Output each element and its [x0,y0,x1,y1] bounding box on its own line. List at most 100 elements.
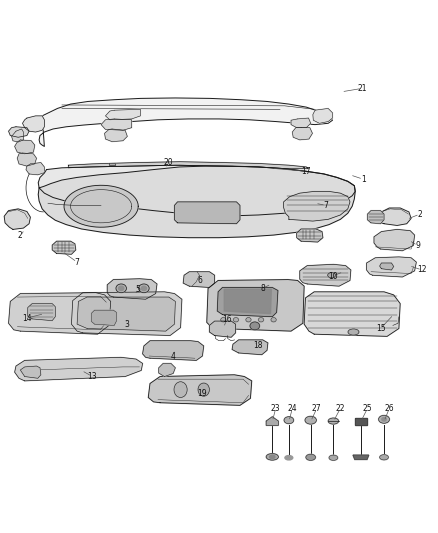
Ellipse shape [141,286,147,290]
Polygon shape [174,202,240,224]
Polygon shape [28,304,55,321]
Ellipse shape [116,284,127,293]
Polygon shape [300,264,351,286]
Polygon shape [9,127,29,138]
Polygon shape [106,109,141,120]
Text: 7: 7 [74,257,80,266]
Text: 22: 22 [336,404,345,413]
Text: 8: 8 [260,284,265,293]
Text: 9: 9 [415,241,420,250]
Polygon shape [20,366,41,378]
Text: 27: 27 [312,404,321,413]
Polygon shape [109,163,115,165]
Polygon shape [353,455,369,459]
Polygon shape [17,153,36,166]
Ellipse shape [328,272,336,278]
Text: 15: 15 [376,324,385,333]
Polygon shape [355,417,367,425]
Ellipse shape [306,454,315,461]
Polygon shape [39,98,332,147]
Polygon shape [14,140,35,154]
Polygon shape [148,375,252,405]
Text: 25: 25 [363,404,372,413]
Polygon shape [224,289,272,313]
Text: 17: 17 [301,167,311,176]
Polygon shape [12,129,23,142]
Polygon shape [367,211,384,224]
Text: 26: 26 [385,404,394,413]
Ellipse shape [139,284,149,293]
Text: 19: 19 [198,390,207,399]
Polygon shape [367,257,417,277]
Polygon shape [22,116,44,132]
Polygon shape [77,297,175,331]
Ellipse shape [328,418,339,424]
Polygon shape [26,163,44,175]
Polygon shape [107,279,157,299]
Polygon shape [143,341,204,360]
Text: 5: 5 [136,285,141,294]
Ellipse shape [329,455,338,461]
Ellipse shape [285,456,293,460]
Ellipse shape [284,417,293,424]
Polygon shape [183,272,215,287]
Polygon shape [207,280,304,331]
Polygon shape [266,417,279,425]
Text: 12: 12 [417,265,427,274]
Ellipse shape [119,286,124,290]
Text: 24: 24 [287,404,297,413]
Ellipse shape [382,417,386,421]
Text: 20: 20 [164,158,173,167]
Text: 1: 1 [361,175,365,184]
Ellipse shape [348,329,359,335]
Text: 3: 3 [125,320,130,329]
Polygon shape [313,108,332,123]
Text: 13: 13 [88,372,97,381]
Polygon shape [52,241,76,254]
Ellipse shape [271,318,276,322]
Polygon shape [38,166,355,238]
Text: 2: 2 [18,231,23,240]
Text: 18: 18 [254,342,263,351]
Polygon shape [92,310,117,326]
Polygon shape [4,209,30,229]
Ellipse shape [174,382,187,398]
Ellipse shape [246,318,251,322]
Ellipse shape [266,454,279,460]
Text: 7: 7 [324,201,328,210]
Polygon shape [71,292,182,335]
Polygon shape [14,357,143,381]
Text: 4: 4 [171,351,176,360]
Polygon shape [38,165,355,216]
Polygon shape [105,129,127,142]
Polygon shape [284,191,350,221]
Polygon shape [64,185,138,227]
Ellipse shape [305,416,316,424]
Ellipse shape [198,383,209,396]
Polygon shape [304,292,400,336]
Ellipse shape [380,455,389,460]
Text: 6: 6 [198,276,202,285]
Ellipse shape [270,455,275,458]
Polygon shape [374,229,415,251]
Polygon shape [291,118,311,128]
Polygon shape [292,128,312,140]
Polygon shape [232,340,268,354]
Polygon shape [68,161,308,169]
Text: 23: 23 [271,404,281,413]
Polygon shape [377,208,411,225]
Ellipse shape [221,318,226,322]
Ellipse shape [233,318,239,322]
Text: 21: 21 [357,84,367,93]
Ellipse shape [258,318,264,322]
Ellipse shape [250,322,260,330]
Polygon shape [101,119,132,130]
Polygon shape [159,364,175,376]
Polygon shape [209,321,236,337]
Text: 10: 10 [328,272,337,280]
Ellipse shape [378,415,389,423]
Text: 2: 2 [417,209,422,219]
Polygon shape [297,229,323,242]
Text: 14: 14 [22,313,32,322]
Polygon shape [217,287,278,317]
